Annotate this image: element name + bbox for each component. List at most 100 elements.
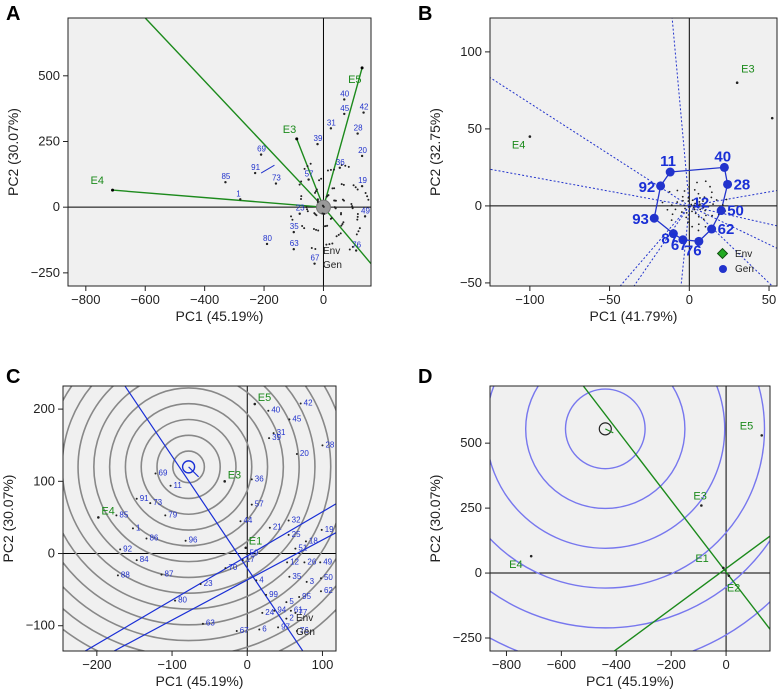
genotype-label-45: 45 <box>292 414 301 423</box>
genotype-label-31: 31 <box>327 118 336 127</box>
genotype-dot <box>337 233 340 236</box>
genotype-label-40: 40 <box>340 89 349 98</box>
genotype-dot <box>340 224 343 227</box>
genotype-dot <box>688 185 690 188</box>
x-tick-label: −400 <box>602 657 631 672</box>
aea-line <box>582 386 770 631</box>
genotype-dot <box>691 225 694 228</box>
genotype-dot <box>326 224 329 227</box>
x-tick-label: 50 <box>762 292 776 307</box>
genotype-dot <box>347 165 350 168</box>
genotype-point <box>303 561 306 564</box>
env-point <box>735 81 739 84</box>
genotype-point <box>288 418 291 421</box>
genotype-dot <box>685 211 688 214</box>
genotype-point <box>160 573 163 576</box>
sector-ray <box>680 205 690 286</box>
x-tick-label: 100 <box>312 657 334 672</box>
plot-background <box>490 18 777 286</box>
genotype-label-67: 67 <box>311 254 320 263</box>
env-point <box>760 434 764 437</box>
env-label-e4: E4 <box>509 559 522 571</box>
y-tick-label: 0 <box>475 565 482 580</box>
genotype-point <box>320 528 323 531</box>
vertex-label-92: 92 <box>639 179 656 196</box>
vertex-label-12: 12 <box>692 194 709 211</box>
genotype-dot <box>298 183 301 186</box>
genotype-label-1: 1 <box>136 523 141 532</box>
genotype-label-23: 23 <box>204 579 213 588</box>
genotype-dot <box>709 185 711 188</box>
genotype-point <box>287 533 290 536</box>
vertex-label-87: 87 <box>661 231 678 248</box>
y-tick-label: 200 <box>33 401 55 416</box>
panel-label-d: D <box>418 366 432 388</box>
panel-b-which-won-where: 1140285062766787939212E3E5E4−100−50050−5… <box>427 17 778 324</box>
genotype-label-20: 20 <box>300 449 309 458</box>
env-point <box>727 574 731 577</box>
ate-abscissa <box>84 503 336 651</box>
genotype-point <box>241 559 244 562</box>
genotype-dot <box>300 197 303 200</box>
genotype-dot <box>291 218 294 221</box>
genotype-point <box>319 590 322 593</box>
genotype-label-32: 32 <box>292 515 301 524</box>
env-vector <box>296 138 325 208</box>
genotype-dot <box>696 181 698 184</box>
genotype-dot <box>339 213 342 216</box>
panel-label-b: B <box>418 3 432 25</box>
genotype-label-20: 20 <box>358 146 367 155</box>
genotype-dot <box>725 198 728 201</box>
genotype-label-44: 44 <box>243 516 252 525</box>
y-tick-label: 0 <box>475 198 482 213</box>
genotype-dot <box>703 196 706 199</box>
genotype-point <box>319 561 322 564</box>
genotype-label-26: 26 <box>307 557 316 566</box>
genotype-point <box>149 502 152 505</box>
env-point <box>528 135 532 138</box>
ideal-environment-arrow <box>605 428 614 434</box>
genotype-dot <box>682 199 684 202</box>
x-tick-label: −100 <box>157 657 186 672</box>
genotype-dot <box>329 168 332 171</box>
sector-ray <box>633 205 690 286</box>
genotype-dot <box>687 221 689 224</box>
genotype-label-4: 4 <box>259 575 264 584</box>
concentric-circle <box>156 434 221 500</box>
genotype-dot <box>721 204 724 206</box>
genotype-dot <box>351 207 354 210</box>
genotype-label-57: 57 <box>305 170 314 179</box>
env-label-e4: E4 <box>91 175 104 187</box>
genotype-point <box>292 230 295 234</box>
y-tick-label: −250 <box>31 265 60 280</box>
genotype-dot <box>356 212 359 215</box>
ave-arrow <box>260 164 275 174</box>
genotype-point <box>295 629 298 632</box>
genotype-dot <box>335 235 338 238</box>
vertex-label-67: 67 <box>671 237 688 254</box>
genotype-point <box>292 248 295 251</box>
x-tick-label: −600 <box>547 657 576 672</box>
genotype-label-80: 80 <box>178 596 187 605</box>
concentric-circle <box>93 386 285 563</box>
genotype-dot <box>666 208 669 211</box>
panel-label-a: A <box>6 3 20 25</box>
vertex-genotype-marker <box>694 236 704 246</box>
genotype-dot <box>318 179 321 182</box>
genotype-dot <box>687 196 690 199</box>
genotype-point <box>343 112 346 116</box>
concentric-circle <box>124 402 253 531</box>
genotype-point <box>354 249 358 252</box>
env-point <box>700 504 703 507</box>
genotype-point <box>265 242 269 246</box>
genotype-label-42: 42 <box>360 103 369 112</box>
genotype-label-99: 99 <box>269 590 278 599</box>
genotype-label-5: 5 <box>289 597 294 606</box>
genotype-dot <box>702 206 705 209</box>
env-point <box>770 116 774 120</box>
env-point <box>722 566 725 570</box>
env-vector <box>322 67 363 208</box>
genotype-dot <box>312 227 315 230</box>
